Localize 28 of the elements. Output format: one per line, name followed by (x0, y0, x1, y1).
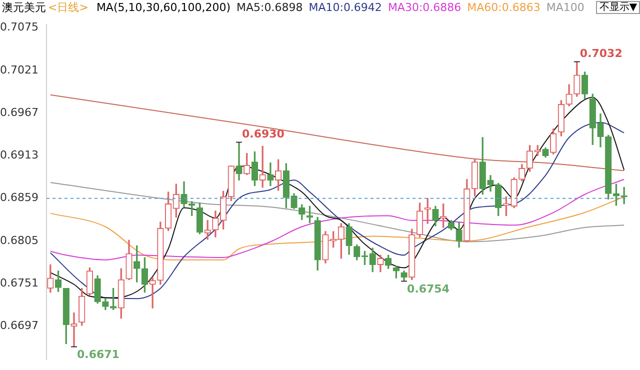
text: MA30:0.6886 (388, 0, 462, 14)
chart-title: 澳元美元 (2, 0, 46, 14)
text: MA10:0.6942 (308, 0, 382, 14)
y-tick-label: 0.6967 (0, 106, 38, 119)
candlestick (70, 312, 78, 348)
line-series (50, 182, 625, 242)
y-tick-label: 0.7075 (0, 20, 38, 34)
annotation: 0.6671 (76, 348, 120, 362)
line-series (50, 94, 625, 172)
text: MA60:0.6863 (467, 0, 540, 14)
legend-label: MA100 (546, 0, 584, 14)
candlestick (149, 276, 156, 308)
chart-subtitle: <日线> (48, 0, 88, 14)
annotation: 0.7032 (580, 47, 622, 60)
annotation: 0.6930 (242, 128, 285, 141)
legend-title: MA(5,10,30,60,100,200) (96, 0, 230, 14)
text: MA5:0.6898 (236, 0, 303, 14)
text: 不显示▼ (596, 0, 640, 14)
line-series (50, 178, 625, 260)
candlestick (236, 142, 242, 180)
y-tick-label: 0.6859 (0, 191, 38, 204)
y-tick-label: 0.6697 (0, 319, 38, 332)
y-tick-label: 0.6805 (0, 234, 38, 247)
y-tick-label: 0.7021 (0, 63, 38, 76)
y-tick-label: 0.6751 (0, 276, 38, 290)
y-tick-label: 0.6913 (0, 148, 38, 162)
annotation: 0.6754 (407, 282, 450, 296)
candlestick (267, 162, 274, 186)
